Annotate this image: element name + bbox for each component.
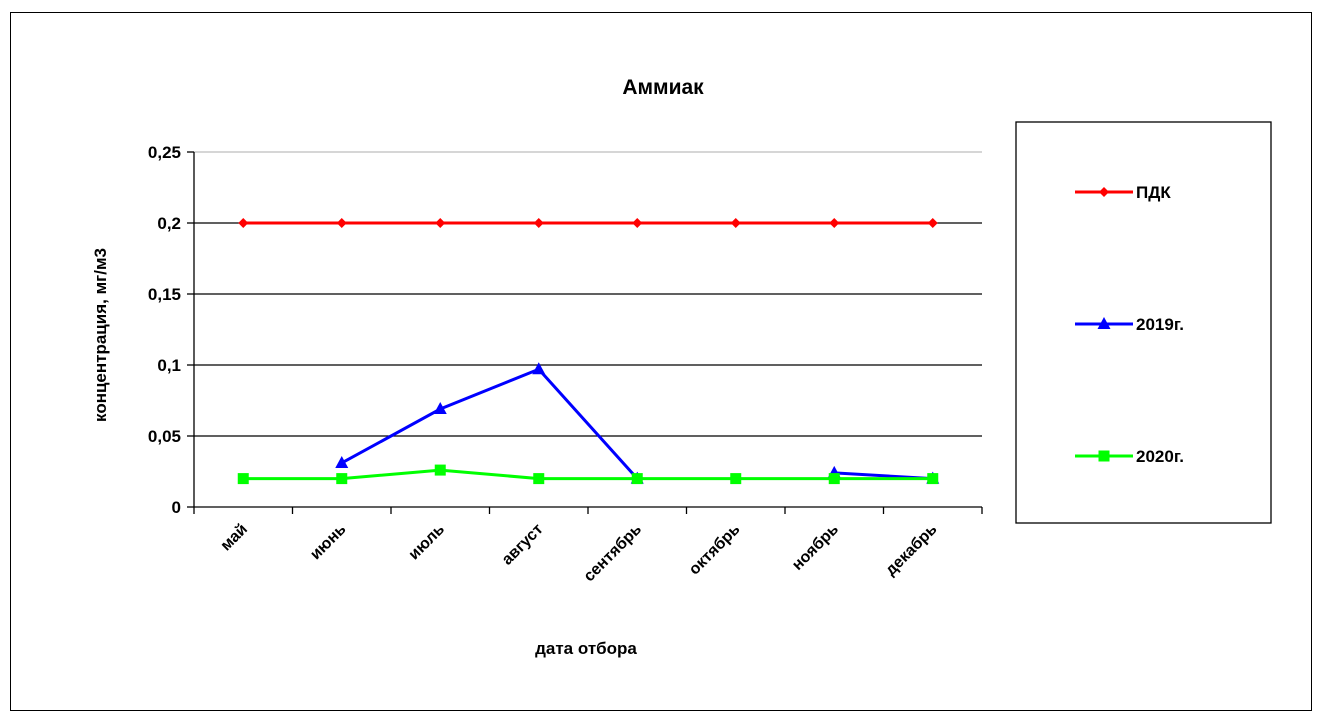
y-tick-label: 0,25	[148, 143, 181, 162]
legend-marker	[1099, 187, 1109, 197]
data-point	[532, 362, 546, 375]
series-layer	[237, 218, 940, 485]
y-tick-label: 0	[172, 498, 181, 517]
series-line	[341, 367, 639, 480]
legend-label: 2020г.	[1136, 447, 1184, 466]
data-point	[927, 218, 938, 228]
y-axis-label: концентрация, мг/м3	[91, 248, 110, 422]
x-tick-label: декабрь	[882, 521, 940, 579]
data-point	[730, 218, 741, 228]
data-point	[433, 402, 447, 415]
series-line	[243, 468, 933, 481]
data-point	[533, 218, 544, 228]
data-point	[336, 218, 347, 228]
legend-box	[1015, 121, 1272, 524]
data-point	[238, 218, 249, 228]
legend: ПДК 2019г. 2020г.	[1075, 183, 1184, 466]
y-tick-labels: 0 0,05 0,1 0,15 0,2 0,25	[148, 143, 181, 517]
data-point	[336, 473, 348, 485]
y-tick-label: 0,15	[148, 285, 181, 304]
legend-marker	[1097, 317, 1111, 329]
legend-label: ПДК	[1136, 183, 1171, 202]
data-point	[632, 218, 643, 228]
legend-label: 2019г.	[1136, 315, 1184, 334]
x-tick-labels: май июнь июль август сентябрь октябрь ноябрь де…	[218, 521, 941, 586]
x-axis-label: дата отбора	[535, 639, 637, 658]
data-point	[435, 218, 446, 228]
data-point	[631, 473, 643, 485]
chart-title: Аммиак	[622, 76, 704, 99]
y-tick-label: 0,05	[148, 427, 181, 446]
x-tick-label: май	[218, 521, 251, 554]
data-point	[927, 473, 939, 485]
gridlines	[194, 151, 982, 437]
x-tick-label: август	[499, 521, 547, 569]
x-tick-label: июль	[406, 521, 449, 564]
x-tick-label: сентябрь	[581, 521, 646, 586]
data-point	[828, 473, 840, 485]
y-tick-label: 0,2	[157, 214, 181, 233]
data-point	[533, 473, 545, 485]
legend-marker	[1098, 450, 1110, 462]
x-tick-label: июнь	[307, 521, 350, 564]
data-point	[829, 218, 840, 228]
y-tick-label: 0,1	[157, 356, 181, 375]
data-point	[730, 473, 742, 485]
x-tick-label: октябрь	[686, 521, 744, 579]
axes	[187, 151, 983, 514]
x-tick-label: ноябрь	[789, 521, 842, 574]
data-point	[434, 464, 446, 476]
data-point	[335, 455, 349, 468]
data-point	[237, 473, 249, 485]
